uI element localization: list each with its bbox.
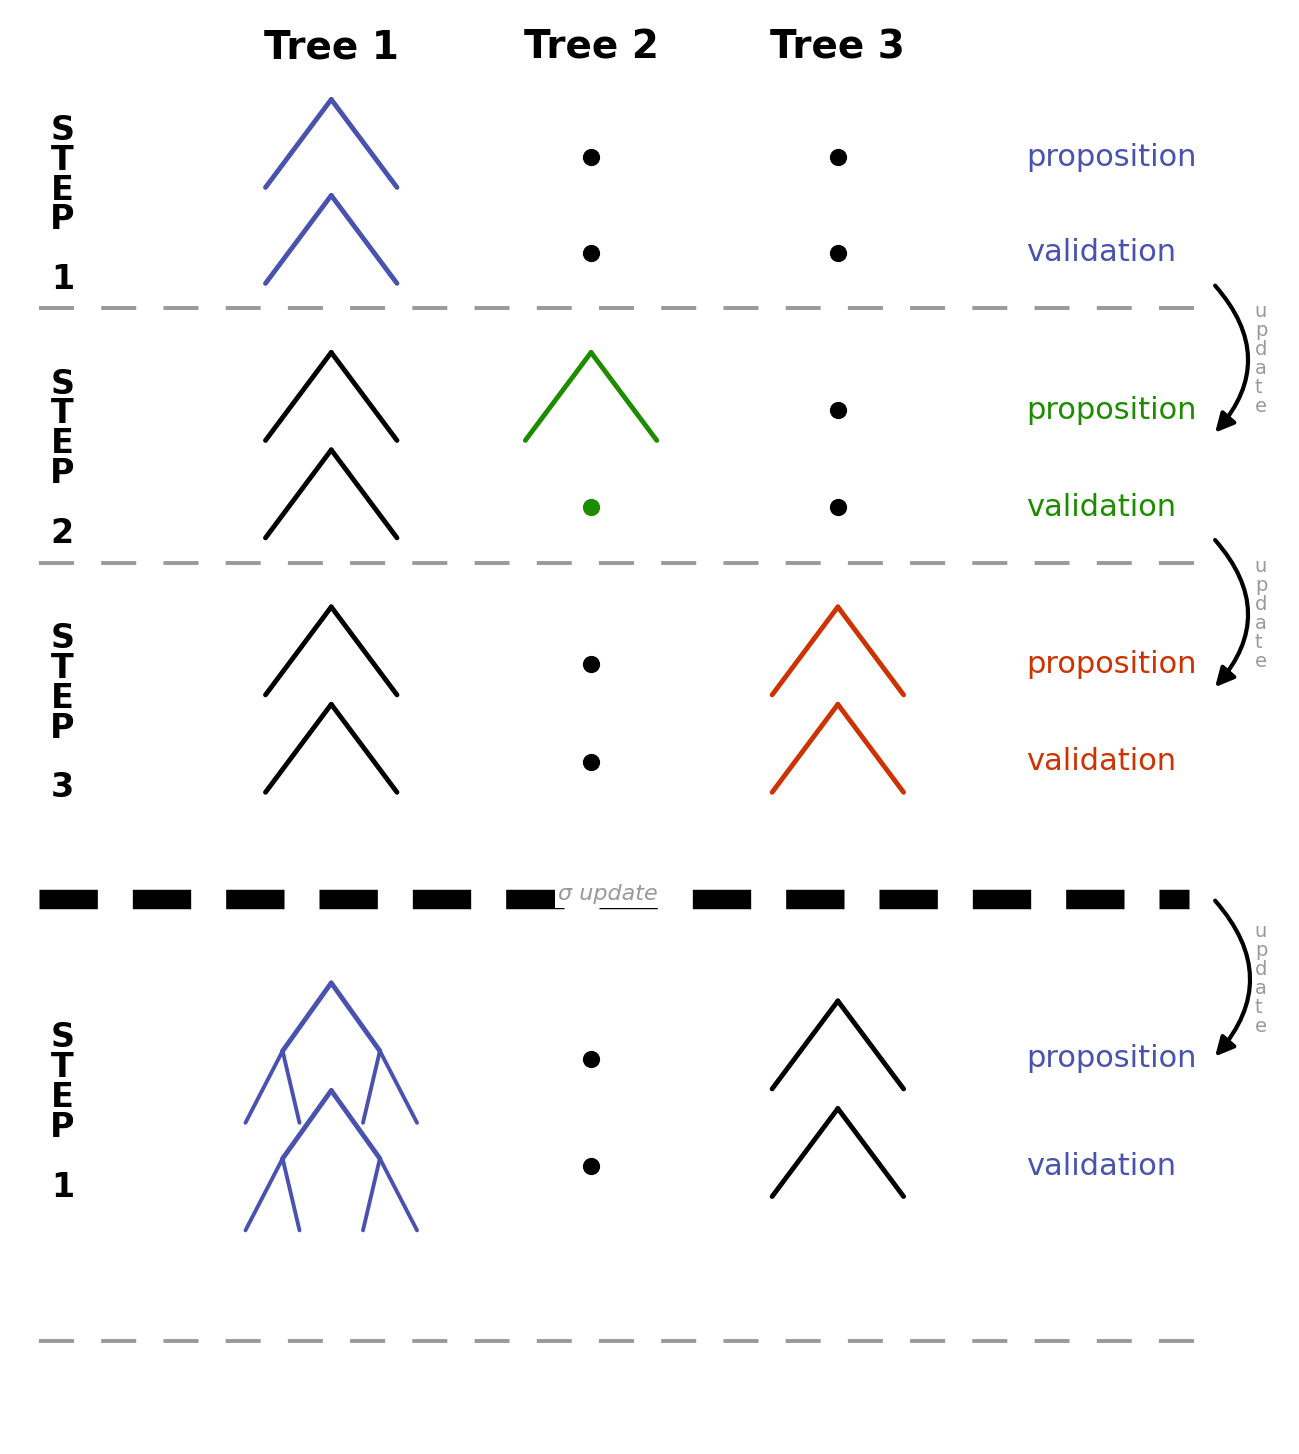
FancyArrowPatch shape: [1215, 285, 1248, 429]
Text: Tree 2: Tree 2: [523, 29, 659, 67]
Text: S
T
E
P

3: S T E P 3: [51, 622, 74, 804]
Text: σ update: σ update: [559, 884, 657, 904]
Text: Tree 1: Tree 1: [264, 29, 399, 67]
Point: [581, 750, 601, 774]
Text: Tree 3: Tree 3: [770, 29, 905, 67]
Text: validation: validation: [1026, 238, 1177, 268]
Text: u
p
d
a
t
e: u p d a t e: [1255, 302, 1268, 416]
Text: u
p
d
a
t
e: u p d a t e: [1255, 557, 1268, 670]
Point: [581, 241, 601, 265]
Text: S
T
E
P

2: S T E P 2: [51, 368, 74, 550]
Text: S
T
E
P

1: S T E P 1: [51, 1021, 74, 1204]
Point: [827, 241, 848, 265]
Text: S
T
E
P

1: S T E P 1: [51, 113, 74, 297]
Text: proposition: proposition: [1026, 142, 1196, 172]
Text: validation: validation: [1026, 747, 1177, 776]
Point: [581, 1047, 601, 1070]
Text: validation: validation: [1026, 493, 1177, 522]
Point: [581, 496, 601, 519]
FancyArrowPatch shape: [1215, 539, 1248, 683]
Point: [827, 496, 848, 519]
Text: proposition: proposition: [1026, 1044, 1196, 1073]
Point: [581, 1154, 601, 1178]
Point: [581, 145, 601, 169]
FancyArrowPatch shape: [1215, 900, 1250, 1053]
Text: u
p
d
a
t
e: u p d a t e: [1255, 922, 1268, 1035]
Text: proposition: proposition: [1026, 395, 1196, 425]
Point: [581, 653, 601, 676]
Point: [827, 398, 848, 422]
Point: [827, 145, 848, 169]
Text: validation: validation: [1026, 1152, 1177, 1181]
Text: proposition: proposition: [1026, 650, 1196, 679]
